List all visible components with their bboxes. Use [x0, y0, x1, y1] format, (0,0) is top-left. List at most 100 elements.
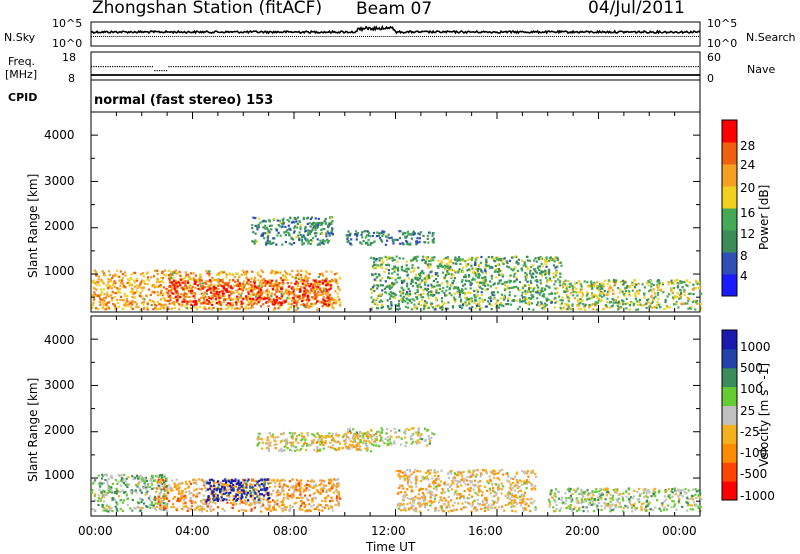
- heatmap-cell: [305, 483, 309, 486]
- heatmap-cell: [303, 295, 306, 298]
- heatmap-cell: [268, 279, 271, 282]
- heatmap-cell: [277, 284, 280, 287]
- heatmap-cell: [464, 291, 467, 295]
- heatmap-cell: [131, 299, 134, 302]
- heatmap-cell: [97, 294, 100, 297]
- heatmap-cell: [159, 482, 162, 485]
- heatmap-cell: [136, 284, 139, 287]
- heatmap-cell: [208, 502, 211, 505]
- heatmap-cell: [281, 219, 284, 222]
- nave-point: [592, 66, 594, 68]
- heatmap-cell: [332, 307, 335, 310]
- heatmap-cell: [505, 287, 508, 290]
- heatmap-cell: [273, 503, 276, 507]
- nave-point: [372, 66, 374, 68]
- heatmap-cell: [228, 488, 231, 491]
- heatmap-cell: [296, 274, 299, 277]
- heatmap-cell: [94, 282, 97, 285]
- heatmap-cell: [666, 306, 669, 309]
- heatmap-cell: [576, 294, 579, 297]
- heatmap-cell: [330, 229, 333, 232]
- heatmap-cell: [269, 281, 272, 284]
- nave-point: [203, 66, 205, 68]
- heatmap-cell: [391, 292, 394, 295]
- heatmap-cell: [382, 232, 385, 236]
- heatmap-cell: [204, 307, 207, 311]
- nsearch-point: [513, 36, 515, 37]
- heatmap-cell: [110, 497, 113, 500]
- heatmap-cell: [293, 216, 296, 220]
- heatmap-cell: [658, 303, 661, 306]
- heatmap-cell: [540, 289, 543, 292]
- heatmap-cell: [144, 282, 147, 285]
- heatmap-cell: [101, 505, 104, 508]
- heatmap-cell: [508, 294, 511, 297]
- heatmap-cell: [464, 296, 467, 299]
- heatmap-cell: [317, 294, 320, 297]
- heatmap-cell: [185, 295, 188, 298]
- heatmap-cell: [329, 505, 333, 508]
- heatmap-cell: [398, 237, 402, 240]
- nave-point: [517, 66, 519, 68]
- nave-point: [271, 66, 273, 68]
- heatmap-cell: [206, 505, 210, 508]
- heatmap-cell: [650, 302, 653, 305]
- heatmap-cell: [418, 283, 421, 286]
- heatmap-cell: [164, 502, 167, 505]
- heatmap-cell: [475, 268, 479, 271]
- heatmap-cell: [162, 273, 165, 276]
- heatmap-cell: [461, 278, 464, 282]
- nsearch-point: [628, 36, 630, 37]
- heatmap-cell: [545, 284, 548, 287]
- heatmap-cell: [93, 298, 96, 301]
- heatmap-cell: [376, 231, 379, 234]
- heatmap-cell: [424, 283, 427, 287]
- nsearch-point: [257, 36, 259, 37]
- heatmap-cell: [412, 230, 415, 233]
- heatmap-cell: [251, 486, 254, 489]
- heatmap-cell: [378, 300, 381, 303]
- heatmap-cell: [157, 475, 161, 478]
- nsearch-point: [363, 36, 365, 37]
- heatmap-cell: [631, 283, 634, 286]
- heatmap-cell: [519, 281, 522, 284]
- heatmap-cell: [600, 282, 603, 285]
- heatmap-cell: [271, 237, 275, 240]
- heatmap-cell: [424, 287, 427, 290]
- heatmap-cell: [181, 278, 184, 282]
- heatmap-cell: [311, 500, 314, 503]
- heatmap-cell: [188, 295, 191, 299]
- heatmap-cell: [286, 485, 289, 488]
- heatmap-cell: [139, 509, 142, 512]
- heatmap-cell: [593, 285, 596, 288]
- heatmap-cell: [316, 300, 319, 303]
- heatmap-cell: [645, 306, 648, 309]
- nave-point: [266, 66, 268, 68]
- heatmap-cell: [314, 497, 317, 500]
- heatmap-cell: [656, 286, 659, 289]
- heatmap-cell: [371, 288, 374, 291]
- heatmap-cell: [276, 489, 280, 492]
- heatmap-cell: [580, 300, 583, 303]
- heatmap-cell: [388, 257, 391, 260]
- heatmap-cell: [376, 276, 379, 279]
- heatmap-cell: [184, 501, 187, 504]
- heatmap-cell: [431, 234, 434, 237]
- nsearch-point: [525, 36, 527, 37]
- heatmap-cell: [447, 272, 450, 275]
- heatmap-cell: [290, 287, 293, 290]
- nsearch-point: [578, 36, 580, 37]
- heatmap-cell: [575, 287, 578, 291]
- heatmap-cell: [396, 304, 399, 307]
- heatmap-cell: [331, 499, 334, 502]
- nsearch-point: [557, 36, 559, 37]
- nsearch-point: [600, 36, 602, 37]
- heatmap-cell: [261, 232, 265, 235]
- heatmap-cell: [478, 263, 481, 267]
- heatmap-cell: [388, 255, 391, 258]
- vel-cb-tick-25: 25: [740, 404, 756, 418]
- nsearch-point: [576, 36, 578, 37]
- heatmap-cell: [298, 276, 301, 279]
- heatmap-cell: [193, 293, 196, 296]
- heatmap-cell: [440, 297, 444, 300]
